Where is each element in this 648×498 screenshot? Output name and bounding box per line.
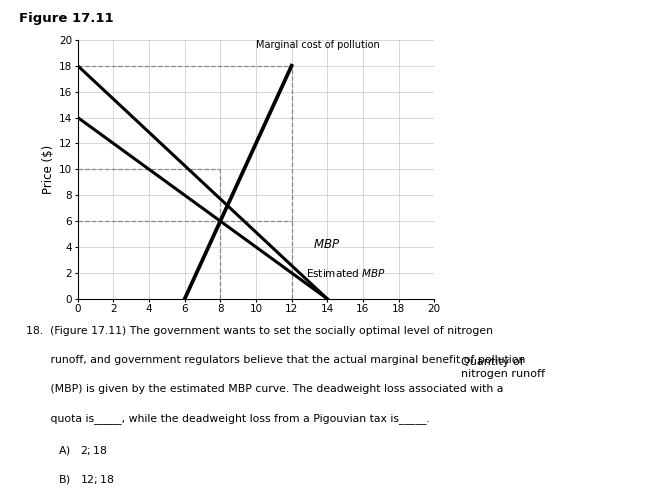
Text: $\it{MBP}$: $\it{MBP}$ [313, 238, 340, 251]
Text: runoff, and government regulators believe that the actual marginal benefit of po: runoff, and government regulators believ… [26, 355, 526, 365]
Text: (MBP) is given by the estimated MBP curve. The deadweight loss associated with a: (MBP) is given by the estimated MBP curv… [26, 384, 503, 394]
Text: Figure 17.11: Figure 17.11 [19, 12, 114, 25]
Text: quota is_____, while the deadweight loss from a Pigouvian tax is_____.: quota is_____, while the deadweight loss… [26, 413, 430, 424]
Text: Quantity of
nitrogen runoff: Quantity of nitrogen runoff [461, 357, 545, 378]
Text: Marginal cost of pollution: Marginal cost of pollution [256, 40, 380, 50]
Y-axis label: Price ($): Price ($) [41, 145, 55, 194]
Text: B)   $12; $18: B) $12; $18 [58, 473, 115, 486]
Text: Estimated $\it{MBP}$: Estimated $\it{MBP}$ [306, 267, 386, 279]
Text: A)   $2; $18: A) $2; $18 [58, 444, 108, 457]
Text: 18.  (Figure 17.11) The government wants to set the socially optimal level of ni: 18. (Figure 17.11) The government wants … [26, 326, 493, 336]
